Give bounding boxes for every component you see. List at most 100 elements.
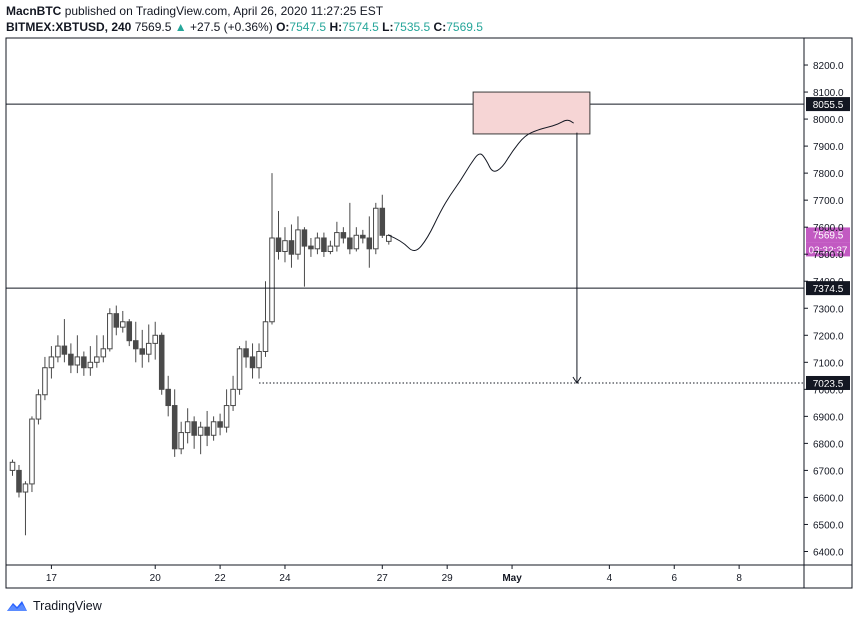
- candle-body: [321, 237, 327, 253]
- candle-body: [126, 321, 133, 342]
- price-tick-label: 6900.0: [813, 412, 844, 423]
- candle-body: [132, 340, 139, 350]
- author-name[interactable]: MacnBTC: [6, 4, 62, 18]
- price-tick-label: 7400.0: [813, 277, 844, 288]
- candle-body: [230, 388, 236, 407]
- last-price-label: 7569.5: [813, 230, 844, 241]
- high-label: H:: [329, 20, 343, 34]
- symbol-legend: BITMEX:XBTUSD, 240 7569.5 ▲ +27.5 (+0.36…: [6, 20, 483, 34]
- candle-body: [347, 237, 353, 250]
- low-value: 7535.5: [393, 20, 431, 34]
- chart-frame: [5, 37, 853, 589]
- price-tick-label: 6800.0: [813, 439, 844, 450]
- publication-info: MacnBTC published on TradingView.com, Ap…: [6, 4, 383, 18]
- price-axis[interactable]: 6400.0 6500.0 6600.0 6700.0 6800.0 6900.0 7000…: [804, 61, 844, 558]
- time-tick-label: 20: [150, 573, 162, 584]
- candle-body: [275, 237, 282, 253]
- candle-body: [223, 405, 230, 428]
- price-tick-label: 7200.0: [813, 331, 844, 342]
- published-text: published on TradingView.com, April 26, …: [64, 4, 384, 18]
- candle-body: [184, 421, 191, 434]
- candle-body: [81, 356, 87, 369]
- price-tick-label: 6700.0: [813, 466, 844, 477]
- low-label: L:: [382, 20, 394, 34]
- candle-body: [366, 237, 373, 250]
- candle-body: [29, 418, 35, 485]
- countdown-badge: [806, 242, 850, 257]
- candle-body: [373, 207, 379, 250]
- candle-body: [120, 321, 126, 328]
- candle-body: [178, 432, 184, 450]
- price-tick-label: 6500.0: [813, 520, 844, 531]
- candle-body: [42, 367, 48, 396]
- candle-body: [74, 356, 81, 366]
- candle-body: [152, 334, 158, 344]
- tradingview-logo-icon: [7, 601, 27, 611]
- time-tick-label: 27: [377, 573, 389, 584]
- candle-body: [340, 232, 347, 239]
- candle-body: [107, 313, 113, 350]
- candle-body: [308, 245, 314, 250]
- open-value: 7547.5: [289, 20, 327, 34]
- drawings-layer[interactable]: 8055.5 7374.5 7023.5 7569.5 03:32:37: [6, 91, 850, 390]
- candle-body: [301, 229, 308, 247]
- candle-body: [158, 334, 165, 390]
- candle-body: [9, 461, 16, 471]
- price-tick-label: 7600.0: [813, 223, 844, 234]
- price-tick-label: 7700.0: [813, 196, 844, 207]
- candle-body: [236, 348, 243, 390]
- candle-body: [217, 421, 223, 428]
- level-price-label: 7023.5: [813, 379, 844, 390]
- price-change-value: +27.5 (+0.36%): [189, 20, 273, 34]
- candle-body: [295, 229, 301, 255]
- time-axis[interactable]: 17 20 22 24 27 29 May 4 6 8: [46, 565, 742, 584]
- projection-path[interactable]: [388, 119, 574, 251]
- candle-body: [288, 240, 295, 255]
- target-arrow-head-icon: [572, 376, 582, 384]
- time-tick-label: 17: [46, 573, 58, 584]
- candle-body: [204, 426, 210, 436]
- candle-body: [210, 421, 217, 436]
- candle-body: [87, 361, 94, 369]
- brand-name: TradingView: [33, 599, 102, 613]
- candle-body: [314, 237, 321, 250]
- candle-body: [61, 345, 68, 355]
- tradingview-brand[interactable]: TradingView: [6, 597, 102, 615]
- candle-body: [165, 388, 171, 407]
- candle-body: [327, 245, 334, 253]
- candle-body: [282, 240, 288, 253]
- time-tick-label: 6: [671, 573, 677, 584]
- price-tick-label: 7800.0: [813, 169, 844, 180]
- candle-body: [55, 345, 61, 358]
- candle-body: [249, 356, 256, 369]
- candle-body: [113, 313, 120, 328]
- candle-body: [139, 348, 146, 355]
- price-tick-label: 6400.0: [813, 547, 844, 558]
- price-tick-label: 7000.0: [813, 385, 844, 396]
- candle-body: [262, 321, 269, 352]
- close-value: 7569.5: [446, 20, 483, 34]
- candle-body: [197, 426, 204, 436]
- price-tick-label: 8000.0: [813, 115, 844, 126]
- time-tick-label: 8: [736, 573, 742, 584]
- candle-body: [269, 237, 275, 323]
- chart-border: [5, 37, 853, 589]
- open-label: O:: [276, 20, 290, 34]
- time-tick-label: May: [502, 573, 522, 584]
- high-value: 7574.5: [342, 20, 379, 34]
- price-tick-label: 6600.0: [813, 493, 844, 504]
- candle-body: [379, 207, 386, 236]
- bar-countdown-label: 03:32:37: [809, 245, 848, 256]
- price-tick-label: 7300.0: [813, 304, 844, 315]
- level-price-badge: [806, 97, 850, 112]
- candle-body: [35, 394, 42, 420]
- candle-body: [171, 405, 178, 450]
- target-zone-rectangle[interactable]: [472, 91, 591, 135]
- price-tick-label: 7900.0: [813, 142, 844, 153]
- candle-body: [94, 356, 100, 363]
- candle-body: [145, 342, 152, 355]
- level-price-badge: [806, 375, 850, 390]
- level-price-badge: [806, 281, 850, 296]
- symbol-name[interactable]: BITMEX:XBTUSD, 240: [6, 20, 132, 34]
